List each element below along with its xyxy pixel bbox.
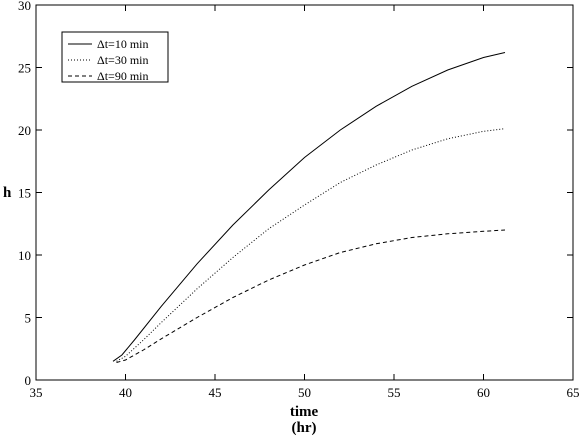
y-tick-label: 20: [18, 123, 31, 138]
series-line-0: [112, 52, 506, 362]
axis-ticks: 35 40 45 50 55 60 65 0 5 10 15 20 25 30: [18, 0, 579, 400]
x-tick-label: 35: [30, 385, 43, 400]
x-axis-label: time: [290, 404, 319, 420]
x-tick-label: 45: [209, 385, 222, 400]
y-tick-label: 0: [25, 373, 32, 388]
series-line-2: [116, 229, 506, 363]
y-tick-label: 5: [25, 311, 32, 326]
y-tick-label: 25: [18, 61, 31, 76]
legend-box: [61, 31, 169, 83]
x-tick-label: 65: [567, 385, 579, 400]
legend-label-90min: Δt=90 min: [97, 69, 149, 83]
series-line-1: [116, 128, 506, 362]
y-tick-label: 10: [18, 248, 31, 263]
legend: Δt=10 min Δt=30 min Δt=90 min: [61, 31, 169, 83]
legend-label-10min: Δt=10 min: [97, 37, 149, 51]
x-tick-label: 55: [388, 385, 401, 400]
y-tick-label: 30: [18, 0, 31, 13]
x-tick-label: 60: [477, 385, 490, 400]
y-tick-label: 15: [18, 186, 31, 201]
x-tick-label: 40: [119, 385, 132, 400]
y-axis-label: h: [3, 185, 12, 201]
series-layer: [112, 52, 506, 363]
legend-label-30min: Δt=30 min: [97, 53, 149, 67]
x-tick-label: 50: [298, 385, 311, 400]
x-axis-unit: (hr): [292, 420, 317, 436]
